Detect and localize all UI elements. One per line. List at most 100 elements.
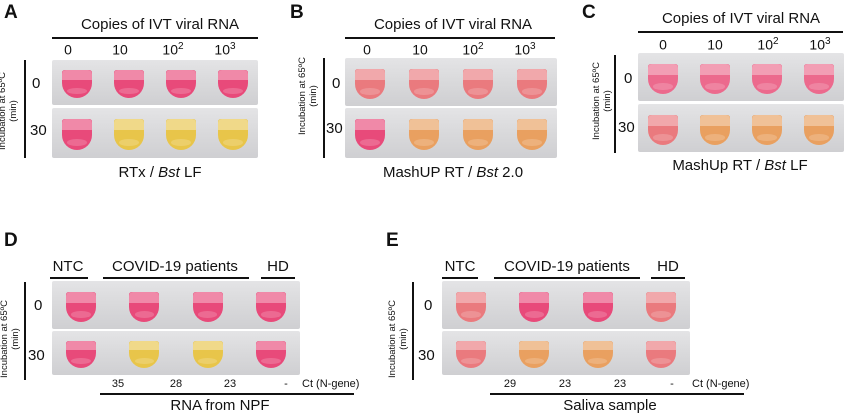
reaction-tube	[648, 64, 678, 94]
reaction-tube	[256, 341, 286, 368]
row-label: 30	[28, 347, 45, 364]
group-underline	[103, 277, 249, 279]
ct-value: 23	[613, 378, 627, 390]
ct-label: Ct (N-gene)	[302, 378, 360, 390]
tube-photo-row	[52, 281, 300, 329]
row-label: 30	[418, 347, 435, 364]
ct-value: 29	[503, 378, 517, 390]
panel-caption: Saliva sample	[563, 397, 657, 414]
column-label: 0	[659, 36, 667, 53]
column-label: 10	[412, 41, 428, 58]
reaction-tube	[582, 341, 613, 368]
ct-label: Ct (N-gene)	[692, 378, 750, 390]
column-label: 0	[363, 41, 371, 58]
reaction-tube	[700, 115, 730, 145]
panel-caption: MashUp RT / Bst LF	[672, 157, 808, 174]
group-label-hd: HD	[267, 258, 289, 275]
caption-line	[100, 393, 354, 395]
column-label: 103	[214, 41, 236, 58]
row-label: 0	[424, 297, 433, 314]
row-divider	[24, 282, 26, 380]
y-axis-label: Incubation at 65ºC (min)	[387, 300, 409, 378]
column-label: 102	[162, 41, 184, 58]
ct-value: 23	[223, 378, 237, 390]
panel-caption: RNA from NPF	[170, 397, 270, 414]
reaction-tube	[519, 292, 550, 322]
panel-caption: RTx / Bst LF	[118, 164, 202, 181]
panel-header: Copies of IVT viral RNA	[373, 16, 533, 33]
row-label: 30	[30, 122, 47, 139]
caption-line	[490, 393, 744, 395]
column-label: 102	[462, 41, 484, 58]
reaction-tube	[456, 292, 486, 322]
ct-value: -	[284, 378, 288, 390]
header-underline	[52, 37, 258, 39]
row-label: 0	[34, 297, 43, 314]
reaction-tube	[456, 341, 486, 368]
tube-photo-row	[345, 58, 557, 106]
group-underline	[442, 277, 478, 279]
reaction-tube	[192, 292, 223, 322]
reaction-tube	[804, 115, 834, 145]
group-underline	[494, 277, 640, 279]
reaction-tube	[66, 292, 96, 322]
tube-photo-row	[345, 108, 557, 158]
tube-photo-row	[52, 331, 300, 375]
reaction-tube	[409, 69, 439, 99]
y-axis-label: Incubation at 65ºC (min)	[591, 62, 613, 140]
reaction-tube	[463, 119, 493, 150]
reaction-tube	[66, 341, 96, 368]
group-underline	[50, 277, 88, 279]
group-label-patients: COVID-19 patients	[112, 258, 238, 275]
panel-header: Copies of IVT viral RNA	[80, 16, 240, 33]
ct-value: 35	[111, 378, 125, 390]
tube-photo-row	[442, 331, 690, 375]
group-label-hd: HD	[657, 258, 679, 275]
group-underline	[261, 277, 295, 279]
panel-letter: E	[386, 230, 399, 251]
reaction-tube	[256, 292, 286, 322]
column-label: 102	[757, 36, 779, 53]
y-axis-label: Incubation at 65ºC (min)	[0, 72, 19, 150]
header-underline	[638, 31, 843, 33]
group-label-patients: COVID-19 patients	[504, 258, 630, 275]
column-label: 103	[514, 41, 536, 58]
reaction-tube	[804, 64, 834, 94]
reaction-tube	[62, 70, 92, 98]
column-label: 10	[112, 41, 128, 58]
panel-header: Copies of IVT viral RNA	[661, 10, 821, 27]
reaction-tube	[700, 64, 730, 94]
panel-letter: C	[582, 2, 596, 23]
ct-value: 28	[169, 378, 183, 390]
column-label: 103	[809, 36, 831, 53]
row-label: 0	[332, 75, 341, 92]
reaction-tube	[218, 70, 248, 98]
tube-photo-row	[638, 53, 844, 101]
y-axis-label: Incubation at 65ºC (min)	[297, 57, 319, 135]
row-divider	[323, 58, 325, 158]
reaction-tube	[517, 69, 547, 99]
reaction-tube	[582, 292, 613, 322]
panel-letter: D	[4, 230, 18, 251]
reaction-tube	[166, 119, 196, 150]
reaction-tube	[62, 119, 92, 150]
reaction-tube	[519, 341, 550, 368]
row-divider	[614, 55, 616, 153]
reaction-tube	[409, 119, 439, 150]
ct-value: 23	[558, 378, 572, 390]
reaction-tube	[166, 70, 196, 98]
header-underline	[345, 37, 555, 39]
reaction-tube	[752, 64, 782, 94]
column-label: 10	[707, 36, 723, 53]
reaction-tube	[114, 70, 144, 98]
reaction-tube	[218, 119, 248, 150]
row-label: 30	[618, 119, 635, 136]
reaction-tube	[517, 119, 547, 150]
reaction-tube	[648, 115, 678, 145]
group-underline	[651, 277, 685, 279]
column-label: 0	[64, 41, 72, 58]
reaction-tube	[114, 119, 144, 150]
tube-photo-row	[52, 60, 258, 105]
tube-photo-row	[52, 108, 258, 158]
reaction-tube	[752, 115, 782, 145]
